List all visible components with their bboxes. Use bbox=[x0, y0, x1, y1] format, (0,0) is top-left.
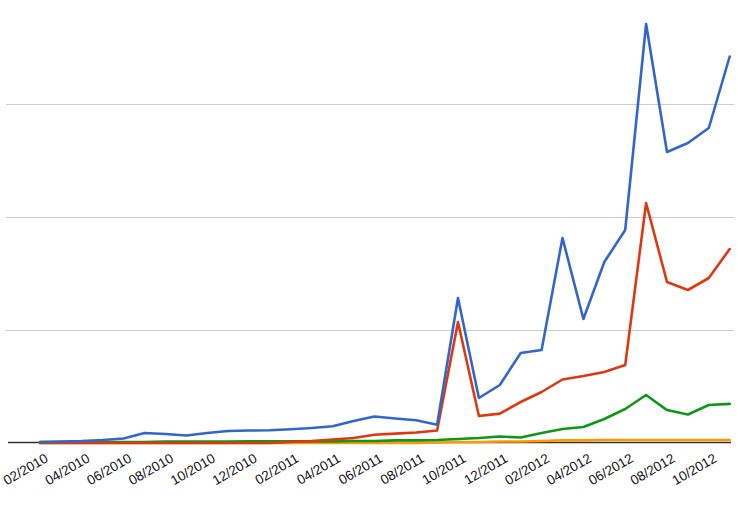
x-axis-tick-label: 02/2011 bbox=[252, 451, 301, 488]
x-axis-tick-label: 10/2011 bbox=[420, 451, 469, 488]
x-axis-tick-label: 06/2010 bbox=[84, 451, 134, 488]
x-axis-tick-label: 10/2012 bbox=[670, 451, 720, 488]
x-axis-tick-label: 10/2010 bbox=[168, 451, 218, 488]
x-axis-labels: 02/201004/201006/201008/201010/201012/20… bbox=[1, 451, 720, 488]
x-axis-tick-label: 04/2010 bbox=[43, 451, 93, 488]
x-axis-tick-label: 02/2010 bbox=[1, 451, 51, 488]
x-axis-tick-label: 06/2011 bbox=[336, 451, 385, 488]
line-chart-container: 02/201004/201006/201008/201010/201012/20… bbox=[0, 0, 738, 522]
x-axis-tick-label: 12/2011 bbox=[461, 451, 510, 488]
line-chart[interactable]: 02/201004/201006/201008/201010/201012/20… bbox=[0, 0, 738, 522]
x-axis-tick-label: 04/2011 bbox=[294, 451, 343, 488]
x-axis-tick-label: 04/2012 bbox=[544, 451, 594, 488]
x-axis-tick-label: 08/2010 bbox=[126, 451, 176, 488]
x-axis-tick-label: 06/2012 bbox=[586, 451, 636, 488]
gridlines bbox=[6, 105, 734, 331]
series-blue-line bbox=[40, 24, 730, 442]
x-axis-tick-label: 02/2012 bbox=[502, 451, 552, 488]
x-axis-tick-label: 08/2012 bbox=[628, 451, 678, 488]
x-axis-tick-label: 12/2010 bbox=[210, 451, 260, 488]
x-axis-tick-label: 08/2011 bbox=[378, 451, 427, 488]
data-series bbox=[40, 24, 730, 443]
